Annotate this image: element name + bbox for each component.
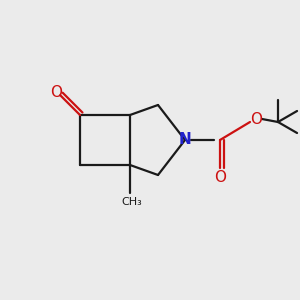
Text: O: O bbox=[214, 170, 226, 185]
Text: CH₃: CH₃ bbox=[122, 197, 142, 207]
Text: N: N bbox=[178, 133, 191, 148]
Text: O: O bbox=[250, 112, 262, 127]
Text: O: O bbox=[50, 85, 62, 100]
